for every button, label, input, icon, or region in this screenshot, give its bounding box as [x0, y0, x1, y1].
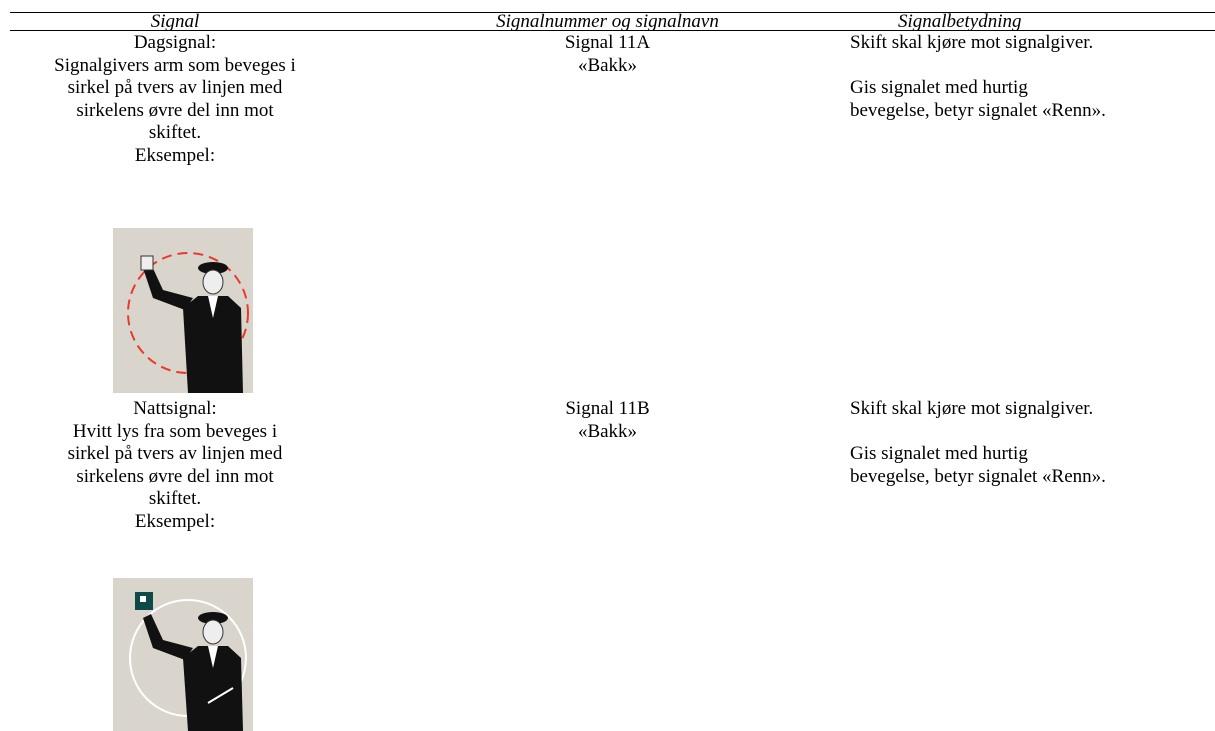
text-line: Hvitt lys fra som beveges i — [72, 420, 278, 442]
header-cell: Signalbetydning — [898, 11, 1022, 32]
text-line: sirkelens øvre del inn mot — [76, 465, 274, 487]
text-line: Skift skal kjøre mot signalgiver. — [850, 32, 1094, 53]
text-line: Signalgivers arm som beveges i — [54, 54, 296, 76]
top-rule — [10, 12, 1215, 13]
text-line: Gis signalet med hurtig — [850, 443, 1028, 464]
text-line: «Bakk» — [577, 420, 638, 442]
text-line: Eksempel: — [134, 510, 216, 532]
spacer — [850, 421, 1215, 444]
text-line: Dagsignal: — [133, 32, 217, 53]
text-line: Nattsignal: — [133, 398, 217, 419]
text-line: skiftet. — [148, 122, 202, 143]
text-line: Signal 11A — [564, 32, 651, 53]
example-image — [113, 228, 253, 393]
text-line: bevegelse, betyr signalet «Renn». — [850, 99, 1106, 121]
text-line: Eksempel: — [134, 144, 216, 166]
header-cell: Signalnummer og signalnavn — [496, 11, 719, 32]
signal-cell: Dagsignal: Signalgivers arm som beveges i… — [0, 32, 350, 167]
number-cell: Signal 11B «Bakk» — [430, 398, 785, 443]
text-line: «Bakk» — [577, 54, 638, 76]
text-line: skiftet. — [148, 488, 202, 509]
meaning-cell: Skift skal kjøre mot signalgiver. Gis sig… — [850, 32, 1215, 122]
text-line: sirkelens øvre del inn mot — [76, 99, 274, 121]
text-line: sirkel på tvers av linjen med — [67, 443, 283, 464]
example-image — [113, 578, 253, 731]
signal-cell: Nattsignal: Hvitt lys fra som beveges i si… — [0, 398, 350, 533]
text-line: bevegelse, betyr signalet «Renn». — [850, 465, 1106, 487]
spacer — [850, 55, 1215, 78]
header-rule — [10, 30, 1215, 31]
text-line: Skift skal kjøre mot signalgiver. — [850, 398, 1094, 419]
header-cell: Signal — [150, 11, 200, 32]
text-line: Gis signalet med hurtig — [850, 77, 1028, 98]
number-cell: Signal 11A «Bakk» — [430, 32, 785, 77]
text-line: Signal 11B — [565, 398, 650, 419]
meaning-cell: Skift skal kjøre mot signalgiver. Gis sig… — [850, 398, 1215, 488]
text-line: sirkel på tvers av linjen med — [67, 77, 283, 98]
